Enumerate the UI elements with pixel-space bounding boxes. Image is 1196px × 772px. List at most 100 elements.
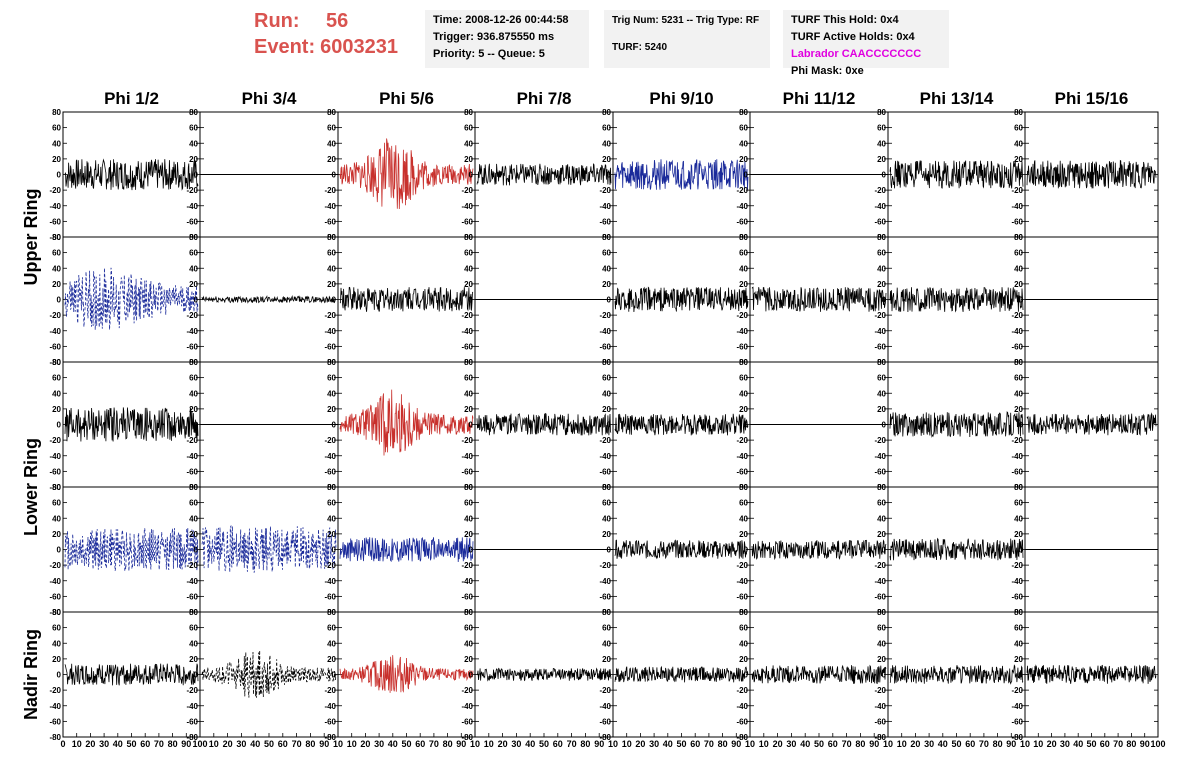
waveform-line: [339, 389, 474, 456]
waveform-line: [751, 539, 887, 561]
event-value: 6003231: [320, 36, 398, 58]
y-tick-label: 20: [877, 280, 886, 289]
y-tick-label: -40: [874, 327, 886, 336]
panel-frame: [62, 486, 201, 613]
y-tick-label: 60: [602, 374, 611, 383]
y-tick-label: 0: [469, 171, 474, 180]
x-tick-label: 90: [869, 739, 879, 749]
y-tick-label: 0: [744, 671, 749, 680]
waveform-line: [64, 663, 199, 686]
turf-text: TURF: 5240: [612, 42, 668, 53]
y-tick-label: 0: [607, 671, 612, 680]
x-tick-label: 80: [580, 739, 590, 749]
y-tick-label: -60: [874, 717, 886, 726]
x-tick-label: 20: [773, 739, 783, 749]
y-tick-label: -20: [49, 186, 61, 195]
trigger-text: Trigger: 936.875550 ms: [433, 31, 555, 43]
x-tick-label: 80: [443, 739, 453, 749]
x-tick-label: 70: [979, 739, 989, 749]
y-tick-label: 0: [744, 421, 749, 430]
y-tick-label: 80: [739, 483, 748, 492]
x-tick-label: 70: [429, 739, 439, 749]
y-tick-label: 0: [744, 296, 749, 305]
y-tick-label: 20: [52, 405, 61, 414]
y-tick-label: -80: [736, 733, 748, 742]
y-tick-label: -40: [324, 202, 336, 211]
y-tick-label: 20: [327, 530, 336, 539]
y-tick-label: -60: [599, 467, 611, 476]
y-tick-label: 40: [327, 139, 336, 148]
y-tick-label: 60: [189, 124, 198, 133]
y-tick-label: 60: [189, 249, 198, 258]
y-tick-label: -40: [736, 327, 748, 336]
y-tick-label: 0: [194, 671, 199, 680]
y-tick-label: -60: [49, 467, 61, 476]
y-tick-label: 0: [332, 671, 337, 680]
waveform-line: [614, 159, 749, 191]
y-tick-label: -20: [49, 311, 61, 320]
y-tick-label: 0: [882, 421, 887, 430]
y-tick-label: -20: [599, 436, 611, 445]
y-tick-label: -60: [874, 467, 886, 476]
x-tick-label: 20: [498, 739, 508, 749]
x-tick-label: 10: [622, 739, 632, 749]
x-tick-label: 100: [192, 739, 207, 749]
y-tick-label: -40: [49, 702, 61, 711]
y-tick-label: -20: [736, 686, 748, 695]
trig-num-text: Trig Num: 5231 -- Trig Type: RF: [612, 15, 760, 26]
y-tick-label: -20: [1011, 186, 1023, 195]
y-tick-label: 0: [57, 171, 62, 180]
x-tick-label: 10: [484, 739, 494, 749]
x-tick-label: 50: [951, 739, 961, 749]
x-tick-label: 10: [897, 739, 907, 749]
y-tick-label: 0: [194, 296, 199, 305]
y-tick-label: 0: [469, 546, 474, 555]
y-tick-label: -20: [324, 561, 336, 570]
y-tick-label: 40: [189, 389, 198, 398]
y-tick-label: -40: [186, 577, 198, 586]
y-tick-label: -40: [1011, 202, 1023, 211]
y-tick-label: -80: [186, 733, 198, 742]
y-tick-label: 60: [1014, 374, 1023, 383]
x-tick-label: 70: [154, 739, 164, 749]
y-tick-label: 80: [327, 608, 336, 617]
y-tick-label: -60: [736, 217, 748, 226]
y-tick-label: 40: [877, 514, 886, 523]
y-tick-label: -20: [1011, 311, 1023, 320]
x-tick-label: 40: [938, 739, 948, 749]
y-tick-label: 20: [739, 280, 748, 289]
y-tick-label: 20: [602, 280, 611, 289]
y-tick-label: 80: [739, 358, 748, 367]
y-tick-label: -20: [49, 686, 61, 695]
y-tick-label: 40: [602, 389, 611, 398]
y-tick-label: -20: [736, 436, 748, 445]
y-tick-label: 40: [52, 389, 61, 398]
ring-label: Lower Ring: [21, 438, 41, 536]
y-tick-label: 20: [52, 655, 61, 664]
y-tick-label: -20: [874, 186, 886, 195]
y-tick-label: -80: [874, 733, 886, 742]
waveform-line: [476, 412, 612, 436]
y-tick-label: 80: [602, 108, 611, 117]
x-tick-label: 50: [676, 739, 686, 749]
waveform-line: [201, 294, 337, 304]
x-tick-label: 30: [1060, 739, 1070, 749]
x-tick-label: 80: [993, 739, 1003, 749]
y-tick-label: 20: [602, 530, 611, 539]
y-tick-label: -40: [1011, 452, 1023, 461]
column-header: Phi 7/8: [517, 89, 572, 108]
y-tick-label: 0: [607, 296, 612, 305]
y-tick-label: 60: [877, 249, 886, 258]
y-tick-label: 20: [602, 655, 611, 664]
y-tick-label: -20: [186, 436, 198, 445]
y-tick-label: -40: [599, 202, 611, 211]
y-tick-label: -40: [49, 327, 61, 336]
x-tick-label: 10: [72, 739, 82, 749]
